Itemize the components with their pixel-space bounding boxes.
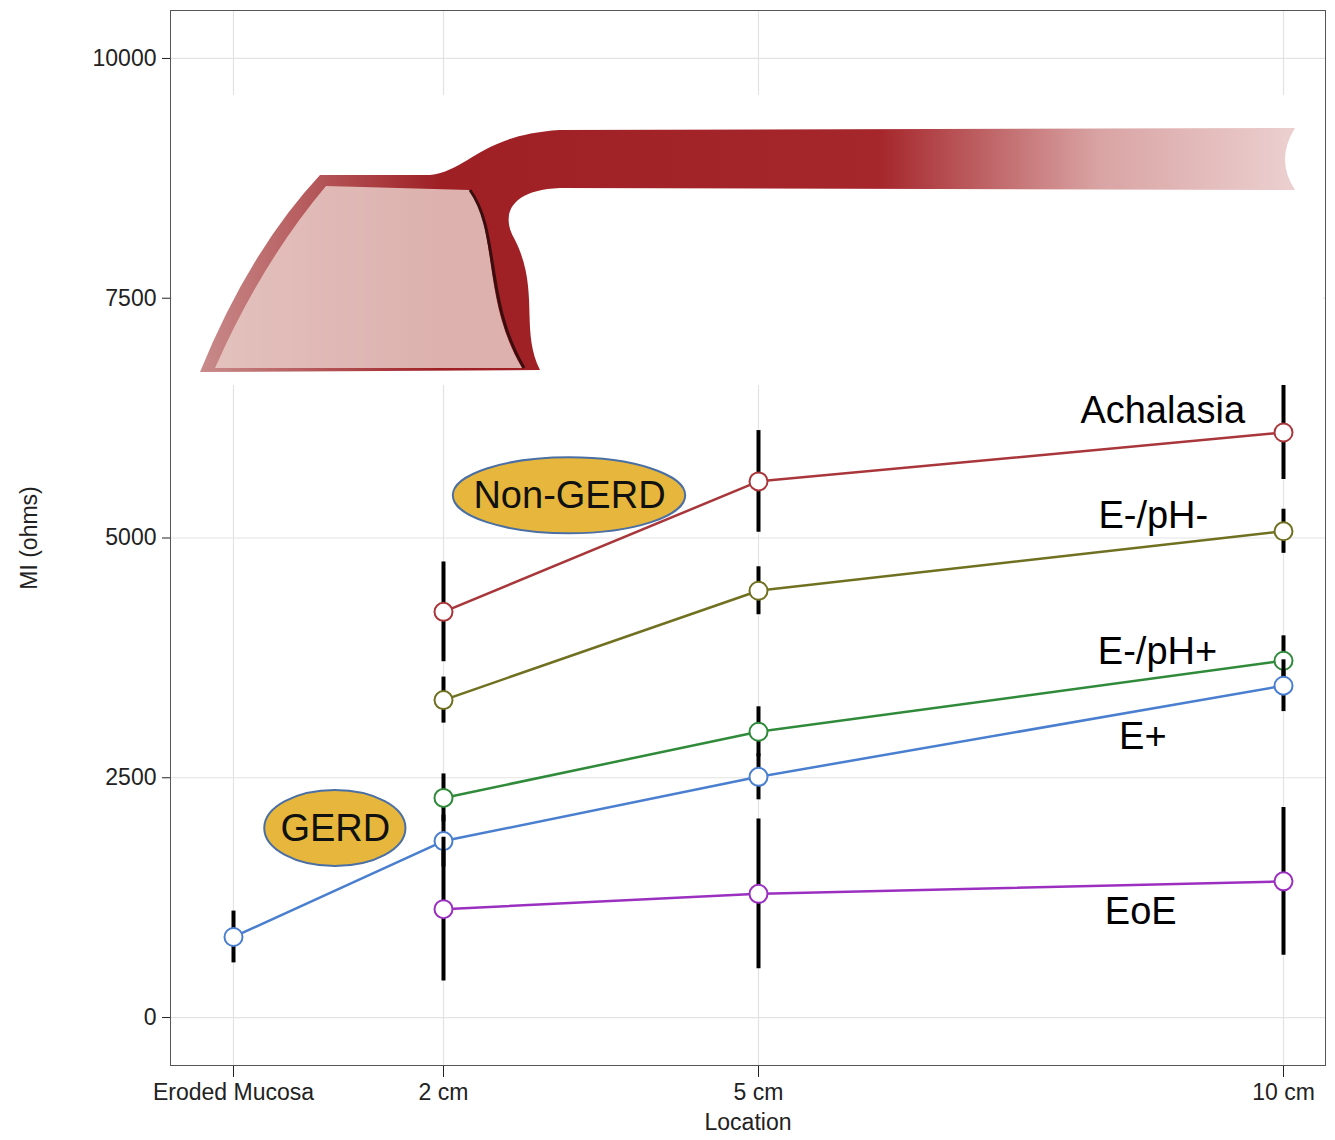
svg-text:Achalasia: Achalasia xyxy=(1080,389,1246,431)
svg-text:5000: 5000 xyxy=(105,524,156,550)
svg-text:2 cm: 2 cm xyxy=(419,1079,469,1105)
svg-text:GERD: GERD xyxy=(280,807,390,849)
svg-text:0: 0 xyxy=(144,1004,157,1030)
svg-text:Non-GERD: Non-GERD xyxy=(473,474,665,516)
svg-text:5 cm: 5 cm xyxy=(734,1079,784,1105)
svg-text:E-/pH+: E-/pH+ xyxy=(1098,630,1217,672)
svg-text:2500: 2500 xyxy=(105,764,156,790)
svg-text:E+: E+ xyxy=(1119,715,1167,757)
svg-text:10000: 10000 xyxy=(93,45,157,71)
svg-text:E-/pH-: E-/pH- xyxy=(1098,494,1208,536)
svg-text:7500: 7500 xyxy=(105,285,156,311)
svg-text:Eroded Mucosa: Eroded Mucosa xyxy=(153,1079,314,1105)
svg-text:MI (ohms): MI (ohms) xyxy=(16,486,42,590)
svg-text:Location: Location xyxy=(705,1109,792,1135)
svg-text:10 cm: 10 cm xyxy=(1252,1079,1315,1105)
svg-text:EoE: EoE xyxy=(1105,890,1177,932)
